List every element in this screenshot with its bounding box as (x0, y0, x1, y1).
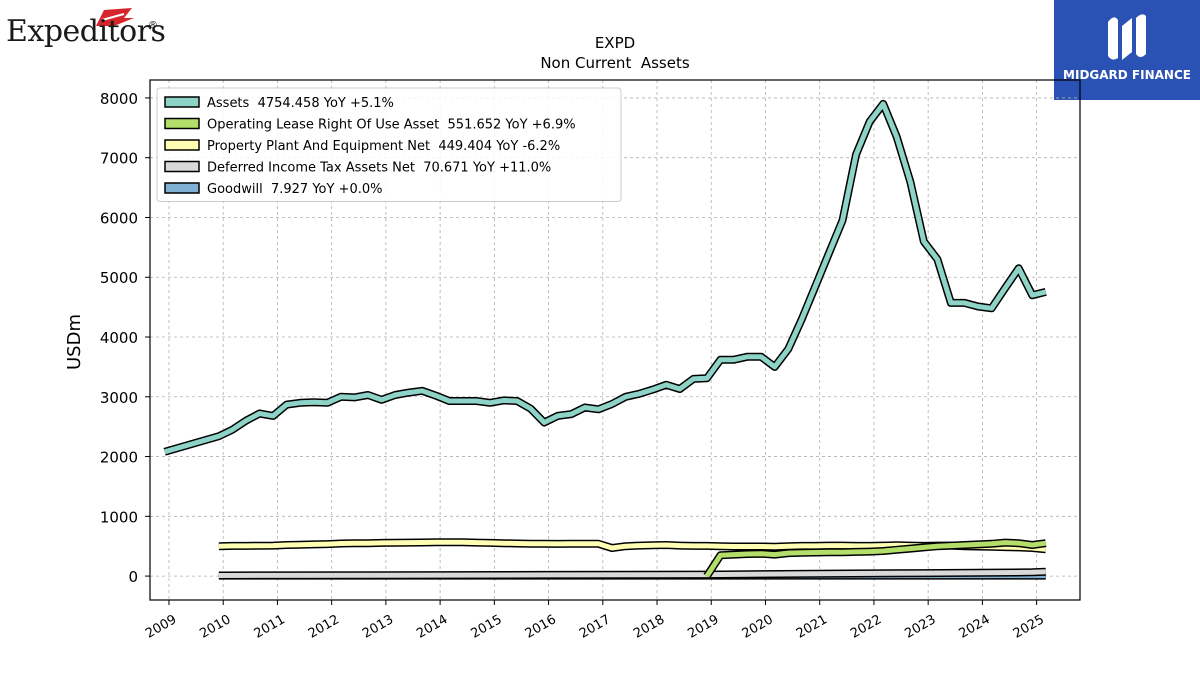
legend-box (156, 87, 622, 202)
legend-label: Goodwill 7.927 YoY +0.0% (207, 182, 382, 197)
y-tick-label: 2000 (100, 449, 138, 467)
x-tick-label: 2010 (197, 612, 233, 642)
y-tick-label: 6000 (100, 209, 138, 227)
x-tick-label: 2023 (902, 612, 938, 642)
legend-entry: Property Plant And Equipment Net 449.404… (164, 139, 560, 154)
x-tick-label: 2009 (143, 612, 179, 642)
y-tick-label: 1000 (100, 508, 138, 526)
x-tick-label: 2018 (631, 612, 667, 642)
x-tick-label: 2021 (794, 612, 830, 642)
x-tick-label: 2017 (577, 612, 613, 642)
y-tick-label: 4000 (100, 329, 138, 347)
x-tick-label: 2016 (523, 612, 559, 642)
registered-mark: ® (148, 20, 158, 31)
publisher-name: MIDGARD FINANCE (1063, 68, 1191, 82)
x-tick-label: 2024 (957, 612, 993, 642)
x-axis-ticks: 2009 2010 2011 2012 2013 2014 2015 2016 2017 2018… (143, 600, 1047, 642)
x-tick-label: 2014 (414, 612, 450, 642)
y-tick-label: 7000 (100, 150, 138, 168)
legend-entry: Deferred Income Tax Assets Net 70.671 Yo… (164, 160, 551, 176)
flag-icon (96, 8, 134, 26)
chart-title: EXPD (595, 34, 635, 52)
series-line (704, 540, 1047, 578)
legend-entry: Goodwill 7.927 YoY +0.0% (164, 182, 382, 197)
legend-label: Assets 4754.458 YoY +5.1% (207, 96, 394, 111)
series-line (163, 101, 1047, 455)
midgard-emblem-icon (1108, 14, 1146, 60)
y-tick-label: 3000 (100, 389, 138, 407)
y-axis-label: USDm (64, 314, 85, 370)
series-operating-lease-right-of-use-asset (703, 538, 1047, 579)
y-axis-ticks: 0 1000 2000 3000 4000 5000 6000 7000 8000 (100, 90, 150, 586)
series-layer (163, 99, 1047, 580)
legend-swatch (164, 182, 200, 194)
x-tick-label: 2015 (469, 612, 505, 642)
midgard-finance-logo: MIDGARD FINANCE (1054, 0, 1200, 100)
legend-swatch (164, 160, 200, 173)
plot-frame (149, 79, 1081, 601)
y-tick-label: 8000 (100, 90, 138, 108)
legend-label: Property Plant And Equipment Net 449.404… (207, 139, 560, 154)
legend-label: Operating Lease Right Of Use Asset 551.6… (207, 118, 576, 133)
legend-entry: Assets 4754.458 YoY +5.1% (164, 96, 394, 111)
legend-swatch (164, 117, 200, 130)
chart-subtitle: Non Current Assets (540, 54, 690, 72)
y-tick-label: 0 (128, 568, 138, 586)
company-logo-text: Expeditors (6, 14, 166, 49)
legend-swatch (164, 96, 200, 108)
x-tick-label: 2013 (360, 612, 396, 642)
legend-label: Deferred Income Tax Assets Net 70.671 Yo… (207, 161, 551, 176)
legend-entry: Operating Lease Right Of Use Asset 551.6… (164, 117, 576, 133)
series-assets (163, 99, 1047, 456)
x-tick-label: 2019 (685, 612, 721, 642)
x-tick-label: 2011 (252, 612, 288, 642)
x-tick-label: 2022 (848, 612, 884, 642)
expeditors-logo: Expeditors ® (6, 4, 166, 52)
y-tick-label: 5000 (100, 269, 138, 287)
x-tick-label: 2020 (740, 612, 776, 642)
series-deferred-income-tax-assets-net (218, 567, 1046, 580)
series-line (218, 569, 1046, 578)
legend: Assets 4754.458 YoY +5.1% Operating Lease… (156, 87, 622, 202)
x-tick-label: 2025 (1011, 612, 1047, 642)
legend-swatch (164, 139, 200, 151)
x-tick-label: 2012 (306, 612, 342, 642)
